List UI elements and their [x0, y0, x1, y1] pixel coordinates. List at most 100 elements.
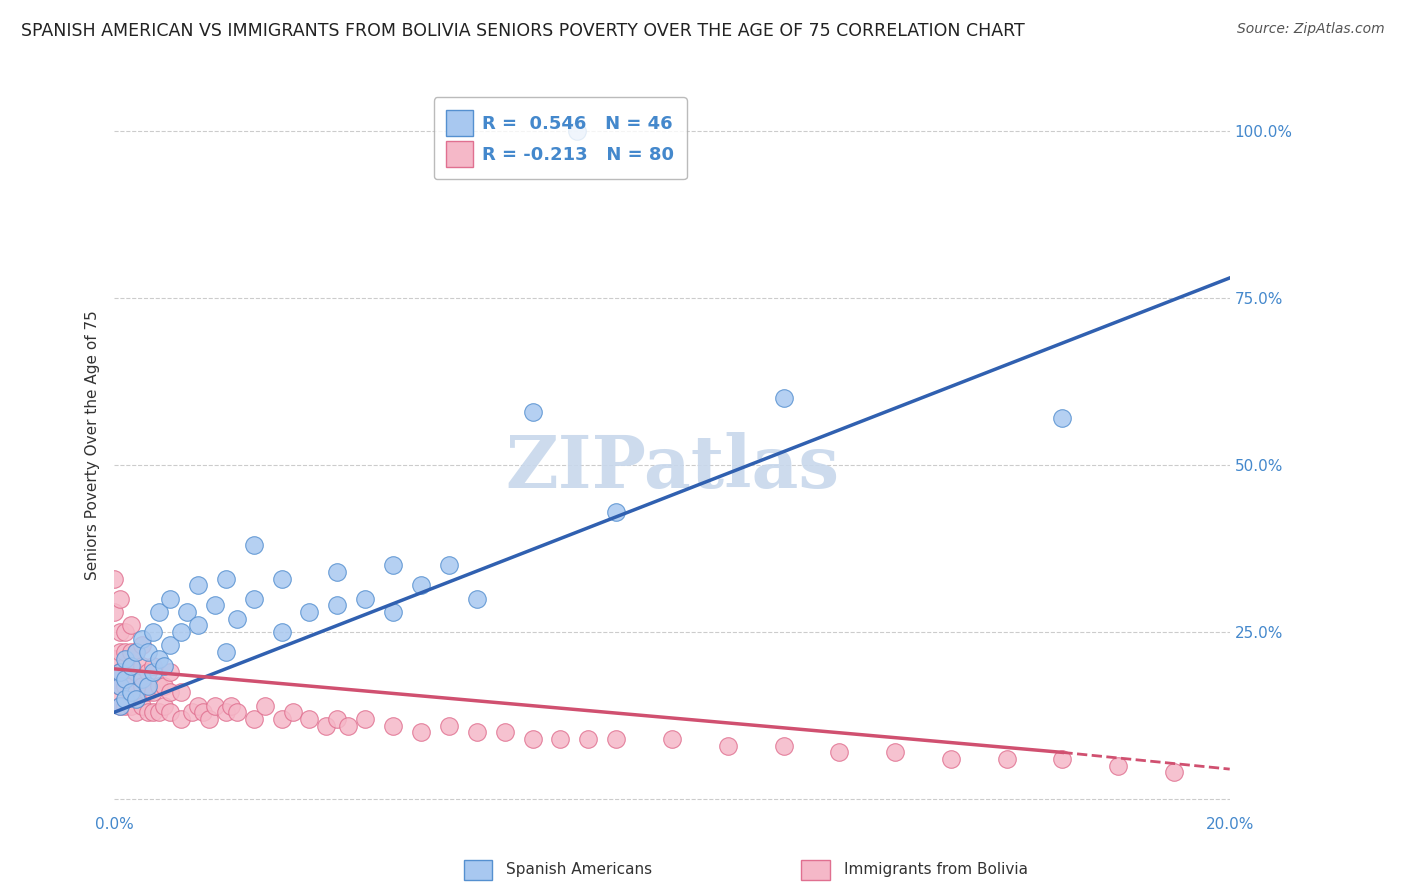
Point — [131, 672, 153, 686]
Point — [136, 665, 159, 680]
Point — [337, 719, 360, 733]
Text: ZIPatlas: ZIPatlas — [505, 432, 839, 502]
Point — [114, 692, 136, 706]
Point — [382, 719, 405, 733]
Point — [153, 658, 176, 673]
Point — [1052, 752, 1074, 766]
Point — [136, 685, 159, 699]
Point — [103, 605, 125, 619]
Point — [136, 679, 159, 693]
Point — [605, 732, 627, 747]
Point — [120, 618, 142, 632]
Point — [142, 706, 165, 720]
Point — [159, 685, 181, 699]
Point — [242, 538, 264, 552]
Point — [114, 698, 136, 713]
Point — [772, 391, 794, 405]
Point — [114, 652, 136, 666]
Point — [108, 591, 131, 606]
Text: Spanish Americans: Spanish Americans — [506, 863, 652, 877]
Point — [120, 658, 142, 673]
Point — [494, 725, 516, 739]
Point — [159, 706, 181, 720]
Point — [270, 712, 292, 726]
Point — [148, 605, 170, 619]
Point — [114, 625, 136, 640]
Point — [605, 505, 627, 519]
Point — [159, 639, 181, 653]
Point — [326, 599, 349, 613]
Point — [382, 605, 405, 619]
Point — [1052, 411, 1074, 425]
Point — [148, 652, 170, 666]
Point — [125, 685, 148, 699]
Point — [120, 698, 142, 713]
Point — [114, 645, 136, 659]
Point — [315, 719, 337, 733]
Point — [382, 558, 405, 573]
Point — [225, 612, 247, 626]
Point — [437, 719, 460, 733]
Point — [114, 658, 136, 673]
Point — [884, 745, 907, 759]
Point — [131, 698, 153, 713]
Text: Source: ZipAtlas.com: Source: ZipAtlas.com — [1237, 22, 1385, 37]
Point — [170, 685, 193, 699]
Point — [225, 706, 247, 720]
Point — [354, 712, 377, 726]
Point — [125, 645, 148, 659]
Point — [204, 698, 226, 713]
Point — [153, 698, 176, 713]
Point — [354, 591, 377, 606]
Point — [136, 706, 159, 720]
Point — [125, 645, 148, 659]
Point — [828, 745, 851, 759]
Point — [108, 625, 131, 640]
Point — [108, 698, 131, 713]
Point — [131, 639, 153, 653]
Point — [221, 698, 243, 713]
Point — [131, 679, 153, 693]
Point — [176, 605, 198, 619]
Point — [142, 685, 165, 699]
Point — [465, 725, 488, 739]
Point — [215, 645, 238, 659]
Point — [108, 665, 131, 680]
Point — [198, 712, 221, 726]
Point — [522, 732, 544, 747]
Point — [142, 665, 165, 680]
Point — [114, 679, 136, 693]
Point — [717, 739, 740, 753]
Point — [103, 652, 125, 666]
Point — [103, 692, 125, 706]
Point — [215, 572, 238, 586]
Point — [159, 665, 181, 680]
Point — [565, 124, 588, 138]
Point — [108, 679, 131, 693]
Point — [108, 665, 131, 680]
Point — [326, 712, 349, 726]
Text: SPANISH AMERICAN VS IMMIGRANTS FROM BOLIVIA SENIORS POVERTY OVER THE AGE OF 75 C: SPANISH AMERICAN VS IMMIGRANTS FROM BOLI… — [21, 22, 1025, 40]
Point — [108, 698, 131, 713]
Text: Immigrants from Bolivia: Immigrants from Bolivia — [844, 863, 1028, 877]
Point — [409, 578, 432, 592]
Point — [326, 565, 349, 579]
Point — [661, 732, 683, 747]
Point — [170, 712, 193, 726]
Point — [437, 558, 460, 573]
Point — [995, 752, 1018, 766]
Point — [187, 618, 209, 632]
Point — [103, 672, 125, 686]
Point — [170, 625, 193, 640]
Point — [181, 706, 204, 720]
Point — [142, 658, 165, 673]
Legend: R =  0.546   N = 46, R = -0.213   N = 80: R = 0.546 N = 46, R = -0.213 N = 80 — [433, 97, 688, 179]
Point — [409, 725, 432, 739]
Point — [131, 658, 153, 673]
Point — [120, 685, 142, 699]
Point — [125, 692, 148, 706]
Point — [1107, 758, 1129, 772]
Point — [187, 698, 209, 713]
Point — [193, 706, 215, 720]
Point — [108, 679, 131, 693]
